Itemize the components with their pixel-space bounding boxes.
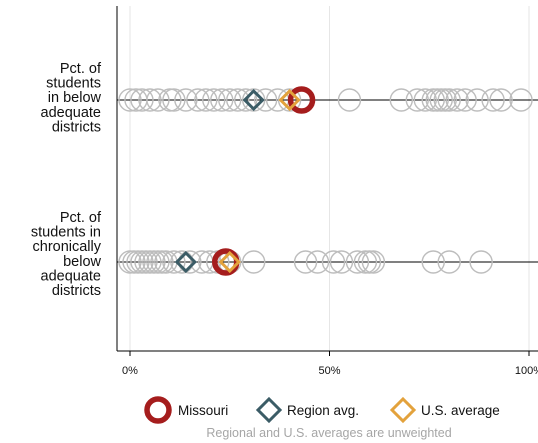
state-point bbox=[465, 88, 489, 112]
state-point bbox=[429, 88, 453, 112]
row-label-line: below bbox=[63, 254, 101, 270]
row-label-line: students bbox=[46, 76, 101, 92]
us-avg-point bbox=[278, 88, 301, 112]
legend-us-marker bbox=[389, 396, 417, 424]
row-label-line: in below bbox=[48, 90, 102, 106]
state-point bbox=[194, 88, 218, 112]
state-point bbox=[162, 88, 186, 112]
row-0: Pct. of students in below adequate districts bbox=[41, 61, 538, 135]
row-1: Pct. of students in chronically below adequa… bbox=[31, 210, 538, 299]
state-point bbox=[158, 88, 182, 112]
state-point bbox=[134, 250, 158, 274]
state-point bbox=[329, 250, 354, 274]
state-point bbox=[405, 88, 429, 112]
legend-us-label: U.S. average bbox=[421, 403, 500, 418]
state-point bbox=[130, 88, 154, 112]
row-label-line: students in bbox=[31, 225, 101, 241]
row-label-0: Pct. of students in below adequate districts bbox=[41, 61, 102, 135]
x-tick-label-2: 100% bbox=[515, 365, 538, 377]
state-point bbox=[162, 250, 186, 274]
state-point bbox=[130, 250, 154, 274]
state-point bbox=[305, 250, 330, 274]
state-point bbox=[138, 88, 162, 112]
state-point bbox=[337, 88, 362, 112]
legend: Missouri Region avg. U.S. average bbox=[144, 396, 500, 424]
x-tick-label-0: 0% bbox=[122, 365, 138, 377]
gridlines bbox=[129, 6, 530, 351]
state-point bbox=[146, 250, 170, 274]
region-avg-point bbox=[174, 250, 197, 274]
state-point bbox=[138, 250, 162, 274]
state-point bbox=[481, 88, 505, 112]
state-point bbox=[433, 88, 457, 112]
state-point bbox=[118, 250, 142, 274]
state-point bbox=[321, 250, 346, 274]
row-label-line: adequate bbox=[41, 268, 101, 284]
state-point bbox=[234, 88, 258, 112]
state-point bbox=[425, 88, 449, 112]
state-point bbox=[357, 250, 382, 274]
state-point bbox=[241, 250, 266, 274]
state-point bbox=[345, 250, 370, 274]
legend-missouri-label: Missouri bbox=[178, 403, 228, 418]
state-point bbox=[210, 88, 234, 112]
region-avg-point bbox=[242, 88, 265, 112]
x-tick-label-1: 50% bbox=[318, 365, 340, 377]
row-label-line: Pct. of bbox=[60, 210, 102, 226]
state-point bbox=[126, 250, 150, 274]
state-point bbox=[122, 250, 146, 274]
state-point bbox=[421, 250, 445, 274]
state-point bbox=[293, 250, 318, 274]
state-point bbox=[142, 250, 166, 274]
row-label-line: districts bbox=[52, 283, 101, 299]
state-point bbox=[146, 88, 170, 112]
state-point bbox=[174, 88, 198, 112]
state-point bbox=[226, 88, 250, 112]
row-label-line: adequate bbox=[41, 105, 101, 121]
x-axis-ticks: 0% 50% 100% bbox=[122, 351, 538, 377]
state-point bbox=[437, 250, 461, 274]
state-point bbox=[253, 88, 278, 112]
plot-rows: Pct. of students in below adequate districts… bbox=[31, 61, 538, 299]
state-point bbox=[353, 250, 378, 274]
state-point bbox=[445, 88, 469, 112]
state-point bbox=[469, 250, 493, 274]
legend-region-marker bbox=[255, 396, 283, 424]
state-point bbox=[202, 88, 226, 112]
us-avg-point bbox=[218, 250, 241, 274]
state-point bbox=[509, 88, 533, 112]
state-point bbox=[453, 88, 477, 112]
row-label-line: chronically bbox=[33, 239, 102, 255]
row-label-line: districts bbox=[52, 119, 101, 135]
legend-region-label: Region avg. bbox=[287, 403, 359, 418]
state-point bbox=[118, 88, 142, 112]
state-point bbox=[437, 88, 461, 112]
row-label-1: Pct. of students in chronically below adequa… bbox=[31, 210, 102, 299]
row-label-line: Pct. of bbox=[60, 61, 102, 77]
state-point bbox=[421, 88, 445, 112]
chart-note: Regional and U.S. averages are unweighte… bbox=[206, 426, 451, 440]
state-point bbox=[186, 88, 210, 112]
state-point bbox=[489, 88, 513, 112]
state-point bbox=[389, 88, 414, 112]
state-point bbox=[413, 88, 437, 112]
state-point bbox=[150, 250, 174, 274]
legend-missouri-marker bbox=[144, 396, 172, 424]
state-point bbox=[218, 88, 242, 112]
missouri-point bbox=[287, 86, 316, 114]
state-point bbox=[361, 250, 386, 274]
